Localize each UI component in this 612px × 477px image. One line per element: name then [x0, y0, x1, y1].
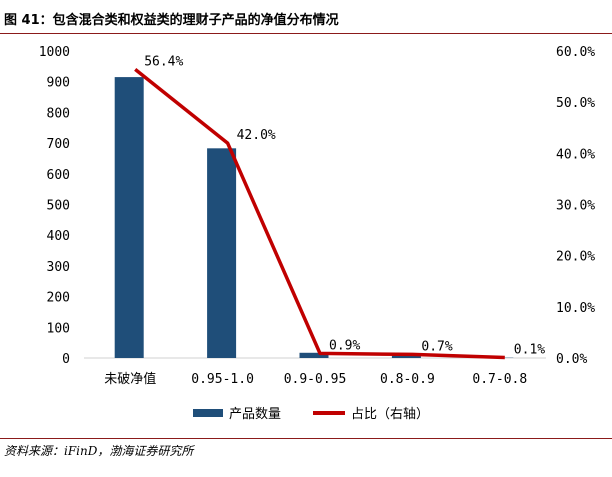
bar: [207, 148, 237, 358]
y-left-tick-label: 0: [62, 352, 70, 367]
y-right-tick-label: 0.0%: [556, 352, 587, 367]
y-right-tick-label: 60.0%: [556, 45, 595, 60]
y-right-tick-label: 10.0%: [556, 301, 595, 316]
y-left-tick-label: 200: [47, 291, 70, 306]
legend-label-bar: 产品数量: [229, 407, 281, 422]
y-left-tick-label: 100: [47, 321, 70, 336]
x-tick-label: 0.95-1.0: [191, 372, 254, 387]
data-label: 0.7%: [421, 339, 452, 354]
x-tick-label: 0.7-0.8: [472, 372, 527, 387]
data-label: 56.4%: [144, 54, 183, 69]
y-right-tick-label: 40.0%: [556, 147, 595, 162]
y-left-tick-label: 500: [47, 199, 70, 214]
x-tick-label: 0.8-0.9: [380, 372, 435, 387]
y-right-tick-label: 50.0%: [556, 96, 595, 111]
data-label: 0.1%: [514, 342, 545, 357]
y-left-tick-label: 900: [47, 76, 70, 91]
y-left-tick-label: 1000: [39, 45, 70, 60]
y-left-tick-label: 600: [47, 168, 70, 183]
y-right-tick-label: 30.0%: [556, 199, 595, 214]
y-right-tick-label: 20.0%: [556, 250, 595, 265]
x-tick-label: 未破净值: [104, 371, 156, 387]
data-label: 42.0%: [237, 128, 276, 143]
figure-title-bar: 图 41：包含混合类和权益类的理财子产品的净值分布情况: [0, 6, 612, 34]
x-tick-label: 0.9-0.95: [284, 372, 347, 387]
y-left-tick-label: 300: [47, 260, 70, 275]
bar: [299, 352, 329, 358]
bar: [114, 77, 144, 358]
legend-swatch-bar: [193, 409, 223, 417]
legend-label-line: 占比（右轴）: [351, 407, 429, 422]
ratio-line: [134, 68, 505, 360]
data-label: 0.9%: [329, 338, 360, 353]
source-note: 资料来源：iFinD，渤海证券研究所: [4, 444, 194, 458]
y-left-tick-label: 700: [47, 137, 70, 152]
title-divider: [0, 33, 612, 34]
y-left-tick-label: 800: [47, 106, 70, 121]
source-divider: [0, 438, 612, 439]
figure-title: 图 41：包含混合类和权益类的理财子产品的净值分布情况: [4, 13, 339, 28]
y-left-tick-label: 400: [47, 229, 70, 244]
